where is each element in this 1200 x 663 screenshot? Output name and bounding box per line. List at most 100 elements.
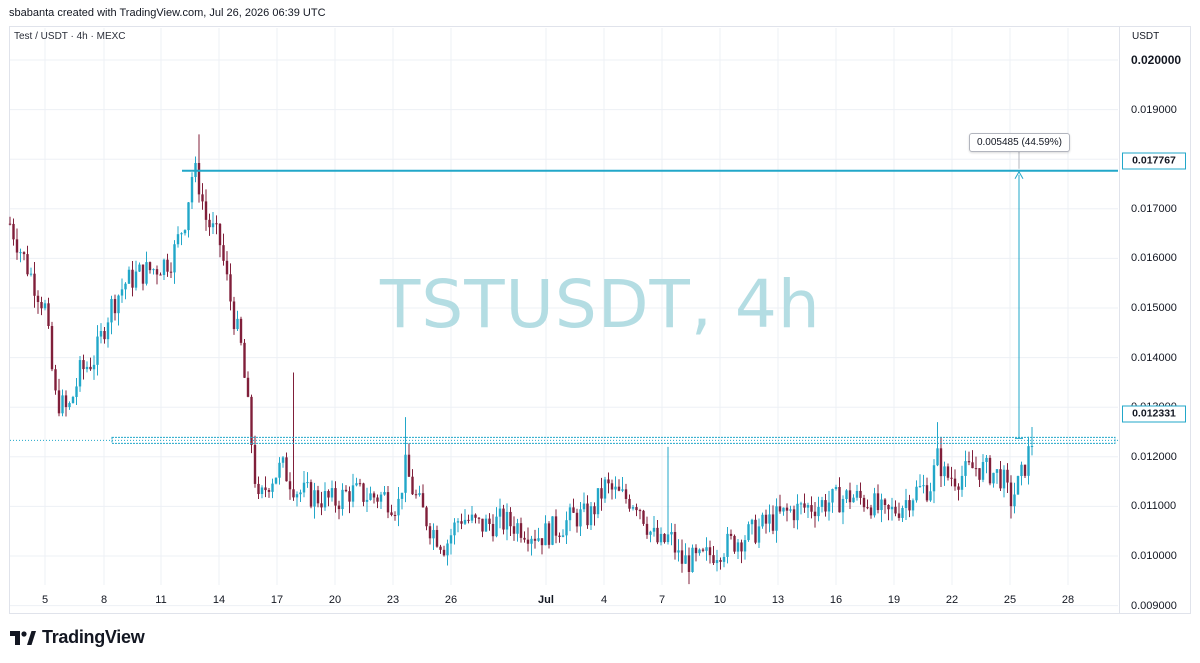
candle-body [85, 366, 89, 370]
candle-body [78, 360, 82, 387]
candle-body [953, 478, 957, 487]
candle-body [1006, 469, 1009, 483]
candle-body [474, 514, 477, 518]
candle-body [425, 507, 428, 527]
candle-body [652, 527, 656, 532]
price-tick-label: 0.010000 [1131, 550, 1177, 562]
candle-body [274, 477, 278, 484]
candle-body [232, 301, 236, 330]
candle-body [533, 538, 537, 541]
candle-body [845, 490, 848, 500]
candle-body [453, 522, 456, 536]
candle-body [883, 499, 887, 505]
candle-body [610, 483, 614, 490]
candle-body [208, 219, 211, 228]
candle-body [806, 505, 810, 508]
candle-body [932, 465, 936, 492]
candle-body [1020, 464, 1023, 477]
candle-body [134, 271, 138, 288]
candle-body [848, 490, 852, 503]
candle-body [988, 457, 992, 484]
candle-body [47, 303, 50, 327]
candle-body [831, 489, 834, 503]
candle-body [22, 252, 26, 255]
candle-body [502, 508, 505, 530]
price-tick-label: 0.014000 [1131, 351, 1177, 364]
candle-body [925, 485, 929, 501]
candle-body [285, 457, 288, 482]
candle-body [421, 493, 425, 508]
candle-body [995, 469, 999, 473]
time-tick-label: Jul [538, 594, 554, 606]
candle-body [841, 499, 845, 513]
candle-body [666, 534, 670, 543]
candle-body [365, 499, 369, 502]
candle-body [215, 223, 218, 225]
candle-body [400, 492, 404, 499]
candle-body [1023, 464, 1027, 476]
candle-body [246, 377, 250, 397]
candle-body [866, 507, 869, 509]
candle-body [491, 523, 495, 537]
candle-body [50, 326, 54, 370]
candle-body [855, 490, 859, 498]
candle-body [15, 239, 19, 253]
candle-body [677, 550, 680, 553]
candle-body [593, 506, 596, 515]
price-tick-label: 0.016000 [1131, 252, 1177, 265]
candle-body [43, 303, 47, 309]
candle-body [603, 479, 607, 499]
candle-body [383, 492, 386, 495]
candle-body [813, 511, 817, 517]
candle-body [180, 233, 183, 235]
price-axis[interactable] [1120, 26, 1191, 614]
candle-body [705, 547, 708, 551]
candle-body [911, 500, 915, 511]
candle-body [71, 396, 75, 404]
candle-body [330, 488, 334, 498]
current-price-badge: 0.012331 [1122, 405, 1186, 423]
candle-body [565, 520, 568, 536]
candle-body [484, 518, 488, 532]
candle-body [257, 483, 260, 495]
creator-caption: sbabanta created with TradingView.com, J… [9, 7, 326, 19]
candle-body [519, 523, 523, 538]
candle-body [281, 457, 285, 463]
candle-body [708, 547, 712, 556]
candle-body [729, 533, 733, 536]
candle-body [390, 512, 393, 515]
candle-body [337, 505, 341, 510]
candle-body [712, 555, 715, 564]
candle-body [432, 529, 435, 539]
chart-pane[interactable] [9, 26, 1120, 614]
candle-body [323, 491, 327, 508]
candle-body [106, 322, 110, 340]
candle-body [719, 560, 722, 562]
candle-body [631, 507, 635, 509]
candle-body [64, 395, 68, 408]
candle-body [950, 477, 953, 479]
candle-body [589, 506, 593, 526]
candle-body [166, 259, 169, 272]
candle-body [943, 466, 946, 477]
candle-body [169, 271, 173, 273]
time-tick-label: 7 [658, 594, 666, 606]
measure-arrow-head [1014, 170, 1024, 180]
candle-body [978, 468, 981, 480]
candle-body [404, 454, 407, 493]
candle-body [834, 487, 838, 490]
candle-body [673, 532, 677, 553]
candle-body [57, 390, 61, 414]
candle-body [470, 514, 474, 521]
candle-body [1027, 446, 1030, 476]
candle-body [957, 486, 960, 490]
candle-body [936, 448, 939, 466]
tradingview-logo[interactable]: TradingView [10, 627, 145, 648]
candle-body [852, 497, 855, 503]
candle-body [197, 163, 201, 195]
candle-body [985, 457, 988, 462]
candle-body [544, 523, 547, 546]
candle-body [348, 491, 351, 502]
price-tick-label: 0.019000 [1131, 103, 1177, 116]
candle-body [509, 511, 512, 527]
